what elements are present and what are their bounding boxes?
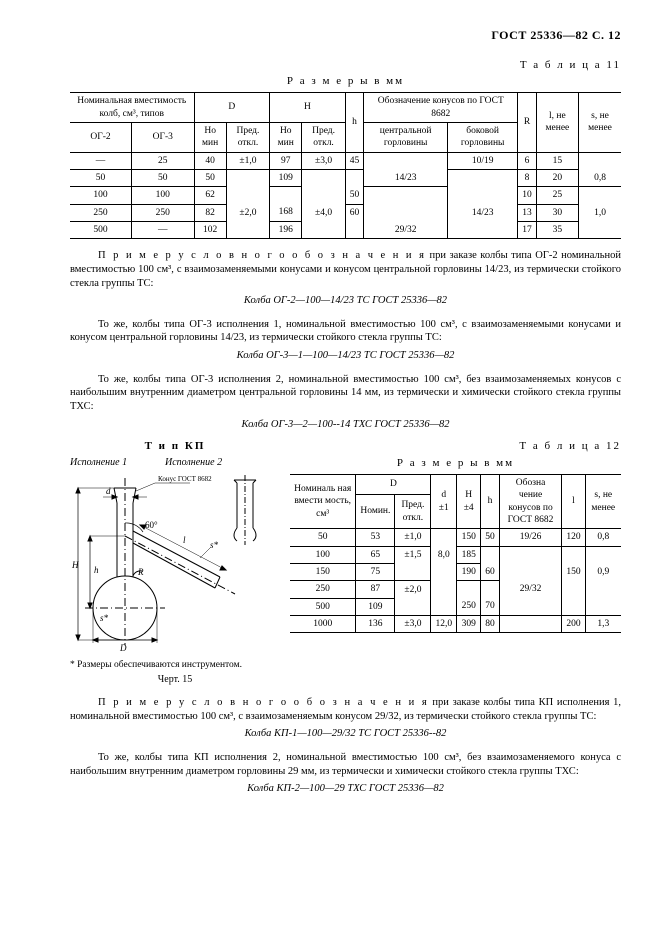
table-row: 500 109 250 70	[290, 598, 621, 615]
svg-text:l: l	[183, 535, 186, 545]
svg-text:h: h	[94, 565, 99, 575]
table-row: 50 50 50 109 14/23 8 20 0,8	[70, 169, 621, 186]
svg-text:60°: 60°	[145, 520, 158, 530]
table-row: 1000 136 ±3,0 12,0 309 80 200 1,3	[290, 616, 621, 633]
th-Hn: Но мин	[270, 122, 302, 152]
th-D: D	[194, 93, 270, 123]
th-cen: центральной горловины	[364, 122, 448, 152]
th-l: l, не менее	[536, 93, 578, 152]
th-H12: H ±4	[457, 474, 481, 528]
table-row: 100 65 ±1,5 8,0 185	[290, 546, 621, 563]
paragraph-1: П р и м е р у с л о в н о г о о б о з н …	[70, 249, 621, 290]
th-Dp: Пред. откл.	[226, 122, 269, 152]
svg-text:Конус ГОСТ 8682: Конус ГОСТ 8682	[158, 475, 212, 483]
svg-text:R: R	[137, 567, 144, 577]
th-s12: s, не менее	[585, 474, 621, 528]
th-n12: Номиналь ная вмести мость, см³	[290, 474, 356, 528]
th-s: s, не менее	[579, 93, 621, 152]
table11-dim: Р а з м е р ы в мм	[70, 74, 621, 88]
th-R: R	[518, 93, 537, 152]
th-cone12: Обозна чение конусов по ГОСТ 8682	[499, 474, 562, 528]
designation-5: Колба КП-2—100—29 ТХС ГОСТ 25336—82	[70, 782, 621, 796]
table12: Номиналь ная вмести мость, см³ D d ±1 H …	[290, 474, 621, 633]
designation-3: Колба ОГ-3—2—100--14 ТХС ГОСТ 25336—82	[70, 418, 621, 432]
page-header: ГОСТ 25336—82 С. 12	[70, 28, 621, 44]
th-d1: d ±1	[431, 474, 457, 528]
figure-label: Черт. 15	[70, 673, 280, 686]
table12-dim: Р а з м е р ы в мм	[290, 456, 621, 470]
th-l12: l	[562, 474, 585, 528]
svg-text:s*: s*	[210, 540, 219, 550]
th-cones: Обозначение конусов по ГОСТ 8682	[364, 93, 518, 123]
table11-label: Т а б л и ц а 11	[70, 58, 621, 72]
table-row: — 25 40 ±1,0 97 ±3,0 45 10/19 6 15	[70, 152, 621, 169]
svg-text:H: H	[71, 560, 79, 570]
svg-text:D: D	[119, 643, 127, 653]
th-side: боковой горловины	[448, 122, 518, 152]
paragraph-2: То же, колбы типа ОГ-3 исполнения 1, ном…	[70, 318, 621, 345]
table-row: 100 100 62 50 10 25	[70, 187, 621, 204]
table12-label: Т а б л и ц а 12	[290, 439, 621, 453]
th-H: H	[270, 93, 346, 123]
paragraph-3: То же, колбы типа ОГ-3 исполнения 2, ном…	[70, 373, 621, 414]
designation-4: Колба КП-1—100—29/32 ТС ГОСТ 25336--82	[70, 727, 621, 741]
isp-labels: Исполнение 1Исполнение 2	[70, 456, 280, 469]
table-row: 150 75 190 60 150 0,9	[290, 563, 621, 580]
th-og3: ОГ-3	[131, 122, 194, 152]
th-Hp: Пред. откл.	[302, 122, 345, 152]
paragraph-4: П р и м е р у с л о в н о г о о б о з н …	[70, 696, 621, 723]
table-row: 50 53 ±1,0 150 50 19/26 120 0,8	[290, 529, 621, 546]
th-Dn: Но мин	[194, 122, 226, 152]
th-h12: h	[481, 474, 500, 528]
table-row: 500 — 102 196 29/32 17 35	[70, 221, 621, 238]
table-row: 250 250 82 ±2,0 168 ±4,0 60 14/23 13 30 …	[70, 204, 621, 221]
flask-diagram: Конус ГОСТ 8682 D H R l d h s* s* 60°	[70, 473, 280, 653]
th-Dp12: Пред. откл.	[395, 494, 431, 528]
paragraph-5: То же, колбы типа КП исполнения 2, номин…	[70, 751, 621, 778]
table-row: 250 87 ±2,0 29/32	[290, 581, 621, 598]
table11: Номинальная вместимость колб, см³, типов…	[70, 92, 621, 239]
svg-text:s*: s*	[100, 613, 109, 623]
type-kp-label: Т и п КП	[70, 439, 280, 453]
footnote: * Размеры обеспечиваются инструментом.	[70, 659, 280, 671]
th-D12: D	[356, 474, 431, 494]
th-h: h	[345, 93, 364, 152]
svg-text:d: d	[106, 486, 111, 496]
designation-1: Колба ОГ-2—100—14/23 ТС ГОСТ 25336—82	[70, 294, 621, 308]
th-nominal: Номинальная вместимость колб, см³, типов	[70, 93, 194, 123]
designation-2: Колба ОГ-3—1—100—14/23 ТС ГОСТ 25336—82	[70, 349, 621, 363]
th-Dn12: Номин.	[356, 494, 395, 528]
th-og2: ОГ-2	[70, 122, 131, 152]
